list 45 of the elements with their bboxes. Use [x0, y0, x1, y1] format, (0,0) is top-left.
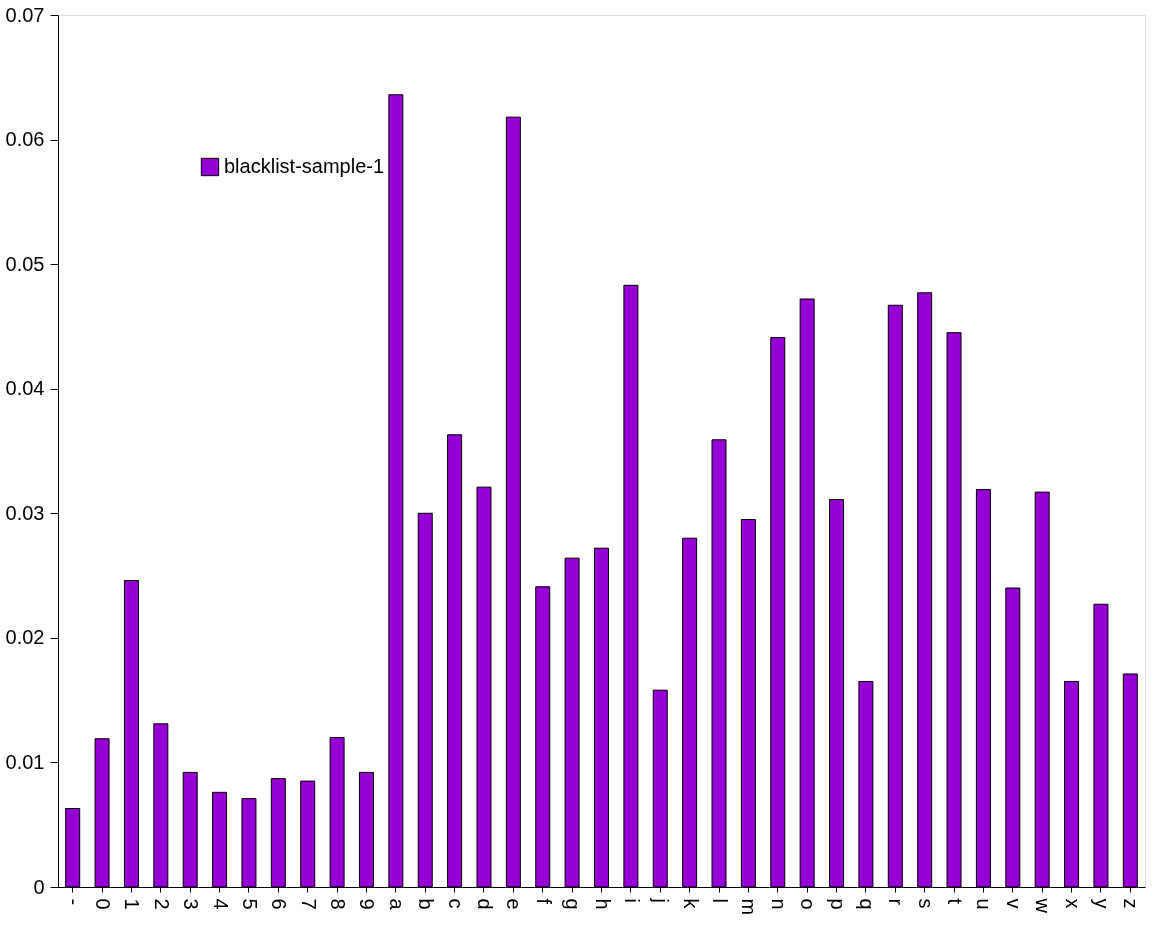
x-tick-label: a: [385, 898, 408, 911]
x-tick-label: 6: [268, 898, 291, 910]
x-tick-label: w: [1032, 897, 1055, 914]
x-tick-label: b: [415, 898, 438, 910]
x-tick-label: -: [62, 898, 85, 906]
y-tick-label: 0.05: [5, 252, 45, 275]
x-tick-label: c: [444, 898, 467, 909]
legend-label: blacklist-sample-1: [224, 155, 385, 177]
x-tick-label: v: [1002, 898, 1025, 909]
x-tick-label: o: [797, 898, 820, 910]
x-tick-label: d: [473, 898, 496, 910]
x-tick-label: q: [855, 898, 878, 910]
x-tick-label: s: [914, 898, 937, 909]
y-tick-label: 0.06: [5, 128, 45, 151]
x-tick-label: f: [532, 898, 555, 905]
x-tick-label: 9: [356, 898, 379, 910]
x-tick-label: y: [1090, 898, 1113, 909]
x-tick-label: g: [562, 898, 585, 910]
x-tick-label: m: [738, 898, 761, 916]
x-tick-label: 8: [327, 898, 350, 910]
y-tick-label: 0.07: [5, 3, 45, 26]
x-tick-label: l: [709, 898, 732, 903]
x-tick-label: p: [826, 898, 849, 910]
x-tick-label: 2: [150, 898, 173, 910]
x-tick-label: z: [1120, 898, 1143, 909]
x-tick-label: 0: [92, 898, 115, 910]
y-tick-label: 0.01: [5, 750, 45, 773]
x-tick-label: j: [650, 897, 673, 903]
x-tick-label: e: [503, 898, 526, 910]
y-tick-label: 0.03: [5, 501, 45, 524]
x-tick-label: r: [885, 898, 908, 906]
x-tick-label: k: [679, 898, 702, 910]
x-tick-label: h: [591, 898, 614, 910]
y-tick-label: 0.02: [5, 626, 45, 649]
x-tick-label: n: [767, 898, 790, 910]
x-tick-label: 4: [209, 898, 232, 910]
x-tick-label: i: [620, 898, 643, 903]
x-tick-label: 7: [297, 898, 320, 910]
x-tick-label: 5: [238, 898, 261, 910]
x-tick-label: 1: [121, 898, 144, 910]
x-tick-label: u: [973, 898, 996, 910]
y-tick-label: 0.04: [5, 377, 45, 400]
x-tick-label: 3: [180, 898, 203, 910]
x-tick-label: x: [1061, 898, 1084, 909]
x-tick-label: t: [944, 898, 967, 905]
